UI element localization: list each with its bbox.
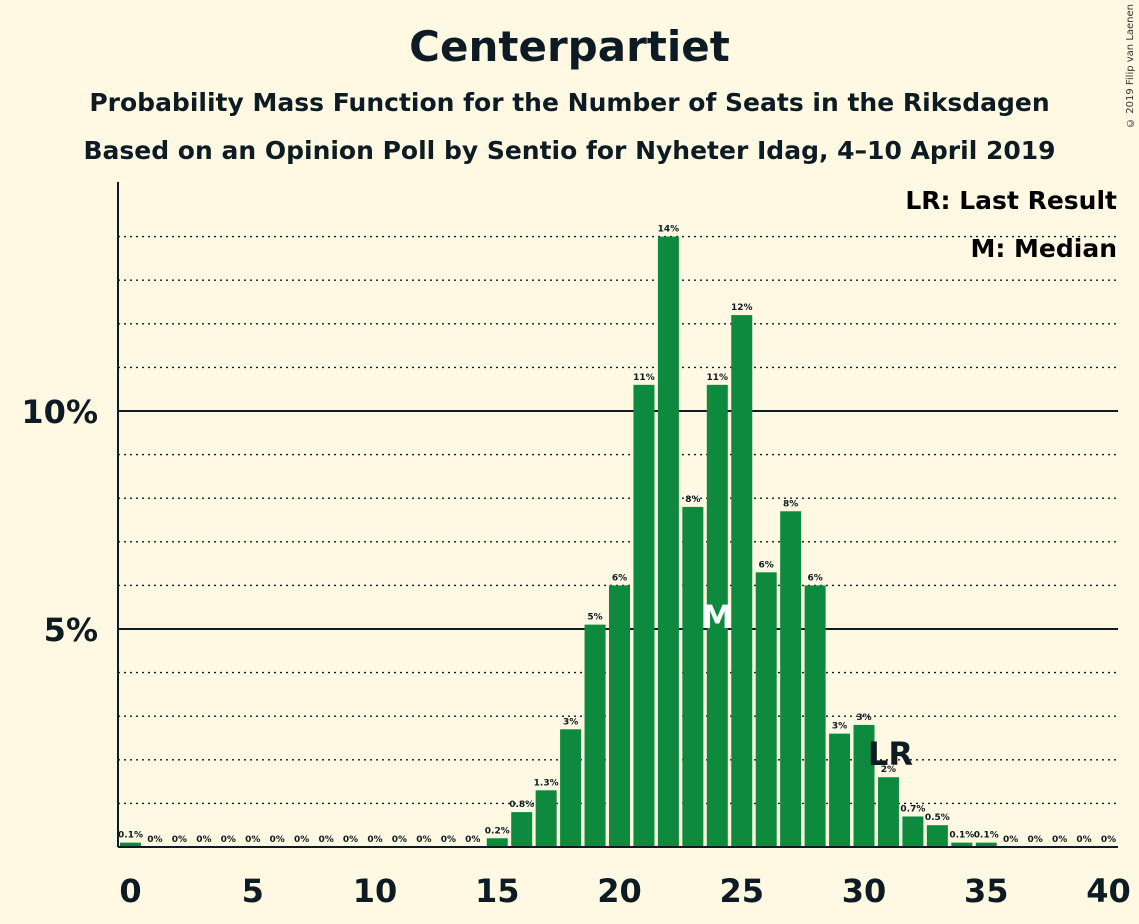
x-tick-label: 20	[597, 872, 642, 910]
bar-label-seat-29: 3%	[832, 722, 847, 732]
bar-label-seat-39: 0%	[1076, 835, 1091, 845]
bar-label-seat-0: 0.1%	[118, 831, 143, 841]
bar-label-seat-30: 3%	[856, 713, 871, 723]
bar-seat-20	[609, 585, 630, 847]
axes	[117, 182, 1118, 848]
bar-label-seat-18: 3%	[563, 717, 578, 727]
bar-label-seat-2: 0%	[172, 835, 187, 845]
x-tick-label: 40	[1086, 872, 1131, 910]
bar-seat-22	[657, 236, 679, 848]
x-tick-label: 35	[964, 872, 1009, 910]
bar-label-seat-19: 5%	[587, 613, 602, 623]
bar-label-seat-17: 1.3%	[534, 778, 559, 788]
bar-seat-30	[853, 724, 875, 847]
legend-median: M: Median	[970, 234, 1117, 263]
bar-label-seat-15: 0.2%	[485, 826, 510, 836]
bar-seat-31	[877, 777, 899, 847]
bar-seat-17	[535, 790, 557, 847]
bar-label-seat-20: 6%	[612, 573, 627, 583]
y-tick-label: 10%	[21, 393, 98, 431]
bar-label-seat-1: 0%	[147, 835, 162, 845]
bar-seat-15	[486, 838, 508, 847]
bar-label-seat-26: 6%	[759, 560, 774, 570]
bar-label-seat-36: 0%	[1003, 835, 1018, 845]
markers: M LR	[701, 598, 913, 773]
bar-seat-23	[682, 506, 704, 847]
bar-label-seat-13: 0%	[441, 835, 456, 845]
median-marker: M	[701, 598, 733, 636]
bar-label-seat-21: 11%	[633, 373, 655, 383]
bar-label-seat-8: 0%	[318, 835, 333, 845]
bar-label-seat-14: 0%	[465, 835, 480, 845]
bar-label-seat-31: 2%	[881, 765, 896, 775]
x-tick-labels: 0 5 10 15 20 25 30 35 40	[119, 872, 1130, 910]
bar-label-seat-6: 0%	[270, 835, 285, 845]
bar-seat-34	[951, 842, 973, 847]
bar-seat-16	[511, 812, 533, 847]
bar-label-seat-4: 0%	[221, 835, 236, 845]
x-tick-label: 30	[842, 872, 887, 910]
bar-seat-27	[780, 511, 802, 847]
bar-seat-0	[120, 842, 141, 847]
bar-label-seat-16: 0.8%	[509, 800, 534, 810]
bar-seat-28	[804, 585, 826, 847]
x-tick-label: 25	[719, 872, 764, 910]
bar-label-seat-5: 0%	[245, 835, 260, 845]
last-result-marker: LR	[868, 735, 913, 773]
legend-last-result: LR: Last Result	[905, 186, 1117, 215]
bar-label-seat-38: 0%	[1052, 835, 1067, 845]
bar-label-seat-7: 0%	[294, 835, 309, 845]
bar-label-seat-23: 8%	[685, 495, 700, 505]
bar-seat-29	[829, 733, 851, 847]
x-tick-label: 0	[119, 872, 141, 910]
bar-seat-33	[926, 825, 948, 847]
bar-label-seat-12: 0%	[416, 835, 431, 845]
bar-label-seat-10: 0%	[367, 835, 382, 845]
bar-label-seat-9: 0%	[343, 835, 358, 845]
bar-label-seat-33: 0.5%	[925, 813, 950, 823]
x-tick-label: 10	[353, 872, 398, 910]
bar-label-seat-40: 0%	[1101, 835, 1116, 845]
x-tick-label: 5	[242, 872, 264, 910]
bar-labels: 0.1% 0% 0% 0% 0% 0% 0% 0% 0% 0% 0% 0% 0% 0% 0% 0.2% 0.8%…	[118, 225, 1116, 845]
bar-label-seat-24: 11%	[707, 373, 729, 383]
bar-label-seat-11: 0%	[392, 835, 407, 845]
bar-label-seat-34: 0.1%	[949, 831, 974, 841]
chart-subtitle-1: Probability Mass Function for the Number…	[89, 88, 1050, 117]
bar-label-seat-35: 0.1%	[974, 831, 999, 841]
bar-seat-24	[706, 384, 728, 847]
bar-seat-26	[755, 572, 777, 847]
chart-subtitle-2: Based on an Opinion Poll by Sentio for N…	[83, 136, 1056, 165]
bar-seat-35	[975, 842, 997, 847]
y-tick-label: 5%	[44, 611, 98, 649]
bar-seat-18	[560, 729, 582, 847]
x-tick-label: 15	[475, 872, 520, 910]
bar-label-seat-28: 6%	[807, 573, 822, 583]
chart-title: Centerpartiet	[409, 22, 730, 71]
bar-seat-32	[902, 816, 924, 847]
bar-label-seat-32: 0.7%	[900, 804, 925, 814]
bar-label-seat-27: 8%	[783, 499, 798, 509]
bar-seat-19	[584, 624, 606, 847]
bar-label-seat-37: 0%	[1028, 835, 1043, 845]
bar-seat-21	[633, 384, 655, 847]
bar-label-seat-3: 0%	[196, 835, 211, 845]
y-tick-labels: 5% 10%	[21, 393, 98, 649]
bar-seat-25	[731, 315, 753, 848]
bar-label-seat-22: 14%	[658, 225, 680, 235]
bar-label-seat-25: 12%	[731, 303, 753, 313]
bars	[120, 236, 997, 848]
